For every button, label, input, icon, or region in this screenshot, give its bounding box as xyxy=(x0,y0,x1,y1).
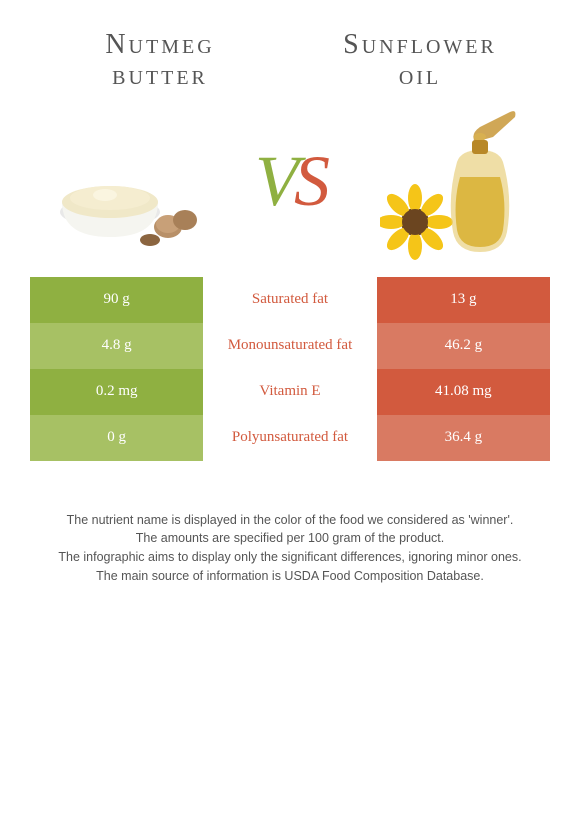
nutrient-label-cell: Polyunsaturated fat xyxy=(203,415,376,461)
left-product-title: Nutmeg butter xyxy=(60,30,260,92)
vs-label: VS xyxy=(255,140,325,223)
footer-line-3: The infographic aims to display only the… xyxy=(40,548,540,567)
footer-line-4: The main source of information is USDA F… xyxy=(40,567,540,586)
right-title-line2: oil xyxy=(399,60,441,91)
right-value-cell: 13 g xyxy=(377,277,550,323)
table-row: 0.2 mgVitamin E41.08 mg xyxy=(30,369,550,415)
comparison-table: 90 gSaturated fat13 g4.8 gMonounsaturate… xyxy=(30,277,550,461)
left-value-cell: 0 g xyxy=(30,415,203,461)
footer-notes: The nutrient name is displayed in the co… xyxy=(30,511,550,586)
vs-row: VS xyxy=(30,112,550,252)
right-value-cell: 46.2 g xyxy=(377,323,550,369)
right-title-line1: Sunflower xyxy=(343,29,497,60)
vs-v: V xyxy=(255,141,294,221)
left-value-cell: 4.8 g xyxy=(30,323,203,369)
sunflower-oil-icon xyxy=(380,102,530,262)
nutmeg-butter-icon xyxy=(50,112,200,252)
footer-line-2: The amounts are specified per 100 gram o… xyxy=(40,529,540,548)
nutrient-label-cell: Saturated fat xyxy=(203,277,376,323)
header-row: Nutmeg butter Sunflower oil xyxy=(30,30,550,92)
table-row: 90 gSaturated fat13 g xyxy=(30,277,550,323)
nutrient-label-cell: Vitamin E xyxy=(203,369,376,415)
left-value-cell: 0.2 mg xyxy=(30,369,203,415)
table-row: 0 gPolyunsaturated fat36.4 g xyxy=(30,415,550,461)
left-title-line1: Nutmeg xyxy=(105,29,214,60)
right-value-cell: 41.08 mg xyxy=(377,369,550,415)
infographic-container: Nutmeg butter Sunflower oil VS xyxy=(0,0,580,814)
nutrient-label-cell: Monounsaturated fat xyxy=(203,323,376,369)
right-value-cell: 36.4 g xyxy=(377,415,550,461)
right-product-title: Sunflower oil xyxy=(320,30,520,92)
left-value-cell: 90 g xyxy=(30,277,203,323)
left-product-image xyxy=(50,112,200,252)
table-row: 4.8 gMonounsaturated fat46.2 g xyxy=(30,323,550,369)
right-product-image xyxy=(380,112,530,252)
footer-line-1: The nutrient name is displayed in the co… xyxy=(40,511,540,530)
left-title-line2: butter xyxy=(112,60,208,91)
vs-s: S xyxy=(294,141,325,221)
